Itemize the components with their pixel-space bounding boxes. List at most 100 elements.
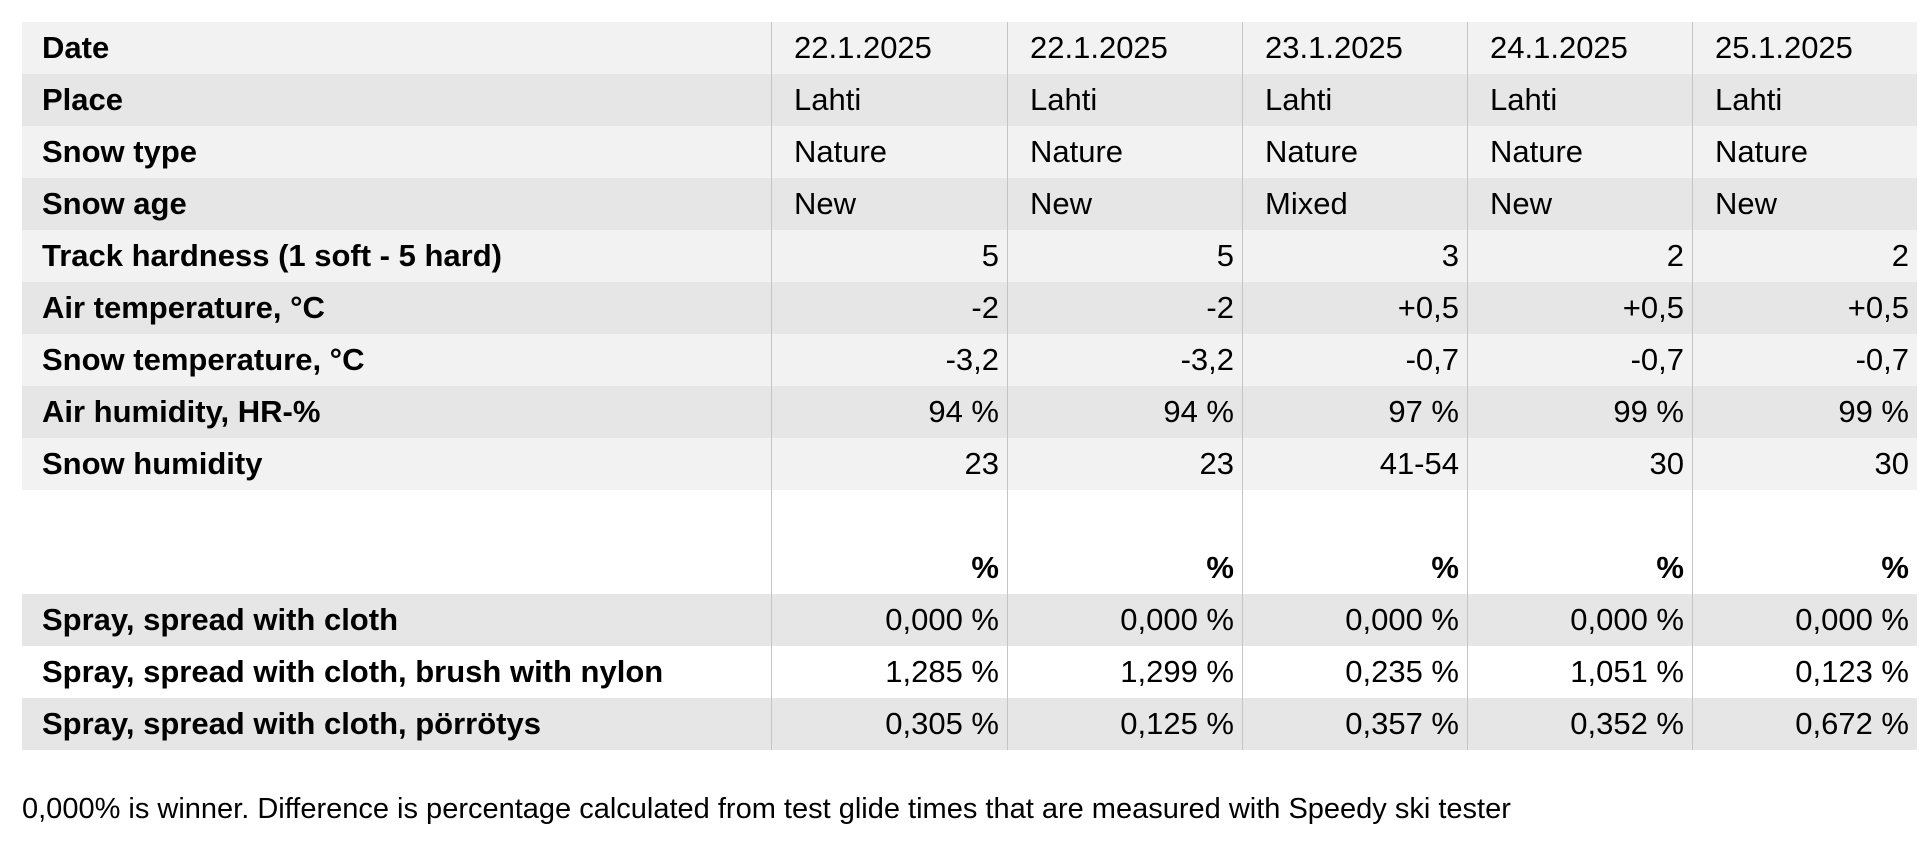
row-label: Air temperature, °C: [42, 290, 325, 325]
row-label: Spray, spread with cloth: [42, 602, 399, 637]
unit-cell: %: [1007, 542, 1242, 594]
row-label: Snow type: [42, 134, 198, 169]
table-cell: Lahti: [771, 74, 1007, 126]
table-cell: [1007, 490, 1242, 542]
table-cell: [1242, 490, 1467, 542]
table-cell: 99 %: [1467, 386, 1692, 438]
row-label: Place: [42, 82, 124, 117]
table-cell: 1,051 %: [1467, 646, 1692, 698]
table-cell: Lahti: [1692, 74, 1917, 126]
unit-cell: %: [1467, 542, 1692, 594]
row-label: Snow humidity: [42, 446, 263, 481]
table-row: Snow temperature, °C -3,2 -3,2 -0,7 -0,7 -0,7: [22, 334, 1917, 386]
table-cell: 5: [1007, 230, 1242, 282]
table-cell: 3: [1242, 230, 1467, 282]
table-cell: Lahti: [1467, 74, 1692, 126]
table-cell: 0,125 %: [1007, 698, 1242, 750]
table-cell: 0,000 %: [1007, 594, 1242, 646]
table-cell: -2: [1007, 282, 1242, 334]
row-label: [22, 542, 771, 594]
table-cell: [1467, 490, 1692, 542]
spacer-row: [22, 490, 1917, 542]
table-cell: 0,672 %: [1692, 698, 1917, 750]
table-cell: 41-54: [1242, 438, 1467, 490]
row-label: Date: [42, 30, 110, 65]
unit-cell: %: [1242, 542, 1467, 594]
table-row: Snow humidity 23 23 41-54 30 30: [22, 438, 1917, 490]
unit-cell: %: [771, 542, 1007, 594]
table-cell: 23: [771, 438, 1007, 490]
row-label: [22, 490, 771, 542]
table-cell: [771, 490, 1007, 542]
table-cell: New: [1692, 178, 1917, 230]
table-cell: -0,7: [1242, 334, 1467, 386]
table-cell: Lahti: [1242, 74, 1467, 126]
table-cell: [1692, 490, 1917, 542]
row-label: Snow age: [42, 186, 187, 221]
table-row: Snow age New New Mixed New New: [22, 178, 1917, 230]
table-cell: 25.1.2025: [1692, 22, 1917, 74]
table-cell: 0,305 %: [771, 698, 1007, 750]
table-cell: 22.1.2025: [771, 22, 1007, 74]
table-cell: 0,352 %: [1467, 698, 1692, 750]
table-row: Date 22.1.2025 22.1.2025 23.1.2025 24.1.2025…: [22, 22, 1917, 74]
table-cell: 22.1.2025: [1007, 22, 1242, 74]
table-cell: Nature: [771, 126, 1007, 178]
table-row: Place Lahti Lahti Lahti Lahti Lahti: [22, 74, 1917, 126]
table-cell: Nature: [1242, 126, 1467, 178]
table-cell: 0,000 %: [1692, 594, 1917, 646]
table-cell: 0,235 %: [1242, 646, 1467, 698]
table-cell: 1,285 %: [771, 646, 1007, 698]
row-label: Snow temperature, °C: [42, 342, 365, 377]
table-cell: 0,000 %: [1467, 594, 1692, 646]
table-cell: Nature: [1692, 126, 1917, 178]
table-row: Track hardness (1 soft - 5 hard) 5 5 3 2 2: [22, 230, 1917, 282]
table-cell: 23: [1007, 438, 1242, 490]
table-cell: -0,7: [1467, 334, 1692, 386]
table-cell: 99 %: [1692, 386, 1917, 438]
table-row: Spray, spread with cloth, pörrötys 0,305 …: [22, 698, 1917, 750]
table-cell: 2: [1467, 230, 1692, 282]
table-cell: 24.1.2025: [1467, 22, 1692, 74]
table-cell: -2: [771, 282, 1007, 334]
table-cell: +0,5: [1467, 282, 1692, 334]
table-cell: 0,000 %: [1242, 594, 1467, 646]
table-cell: 5: [771, 230, 1007, 282]
row-label: Air humidity, HR-%: [42, 394, 321, 429]
table-cell: New: [1007, 178, 1242, 230]
table-cell: -3,2: [1007, 334, 1242, 386]
footnote: 0,000% is winner. Difference is percenta…: [22, 793, 1511, 825]
table-cell: 1,299 %: [1007, 646, 1242, 698]
table-cell: 23.1.2025: [1242, 22, 1467, 74]
table-row: Spray, spread with cloth, brush with nyl…: [22, 646, 1917, 698]
table-cell: -0,7: [1692, 334, 1917, 386]
row-label: Spray, spread with cloth, pörrötys: [42, 706, 541, 741]
table-cell: -3,2: [771, 334, 1007, 386]
table-row: Air humidity, HR-% 94 % 94 % 97 % 99 % 99 %: [22, 386, 1917, 438]
unit-cell: %: [1692, 542, 1917, 594]
table-row: Snow type Nature Nature Nature Nature Nature: [22, 126, 1917, 178]
row-label: Track hardness (1 soft - 5 hard): [42, 238, 502, 273]
table-cell: 0,000 %: [771, 594, 1007, 646]
table-cell: New: [771, 178, 1007, 230]
table-cell: Nature: [1467, 126, 1692, 178]
table-cell: 94 %: [771, 386, 1007, 438]
table-cell: +0,5: [1242, 282, 1467, 334]
table-cell: +0,5: [1692, 282, 1917, 334]
table-cell: New: [1467, 178, 1692, 230]
table-cell: Mixed: [1242, 178, 1467, 230]
row-label: Spray, spread with cloth, brush with nyl…: [42, 654, 664, 689]
table-cell: Nature: [1007, 126, 1242, 178]
table-cell: 30: [1467, 438, 1692, 490]
table-cell: 0,123 %: [1692, 646, 1917, 698]
table-cell: 94 %: [1007, 386, 1242, 438]
table-cell: 0,357 %: [1242, 698, 1467, 750]
table-cell: 97 %: [1242, 386, 1467, 438]
table-row: Air temperature, °C -2 -2 +0,5 +0,5 +0,5: [22, 282, 1917, 334]
table-cell: 2: [1692, 230, 1917, 282]
results-table: Date 22.1.2025 22.1.2025 23.1.2025 24.1.2025…: [22, 22, 1917, 750]
table-cell: 30: [1692, 438, 1917, 490]
unit-row: %%%%%: [22, 542, 1917, 594]
table-cell: Lahti: [1007, 74, 1242, 126]
